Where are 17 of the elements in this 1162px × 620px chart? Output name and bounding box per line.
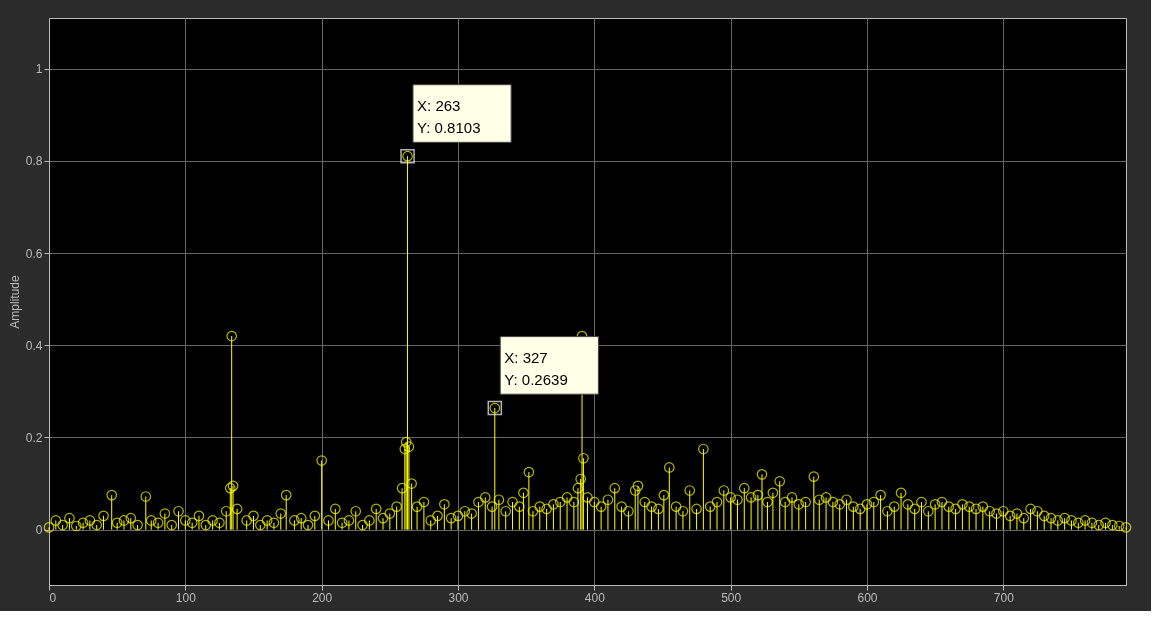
annotation: X: 263 Y: 0.8103	[417, 97, 481, 137]
x-tick-label: 0	[49, 590, 57, 605]
x-tick-label: 700	[993, 590, 1015, 605]
x-tick-label: 200	[312, 590, 333, 605]
x-tick-label: 300	[448, 590, 469, 605]
y-tick-label: 0.8	[25, 154, 43, 169]
y-axis-title: Amplitude	[7, 275, 22, 329]
x-tick-label: 600	[857, 590, 878, 605]
x-tick-label: 100	[175, 590, 197, 605]
y-tick-label: 0	[35, 523, 43, 538]
y-tick-label: 0.6	[25, 246, 43, 261]
x-tick-label: 400	[584, 590, 606, 605]
y-tick-label: 1	[35, 62, 43, 77]
x-tick-label: 500	[721, 590, 742, 605]
y-tick-label: 0.4	[25, 338, 43, 353]
y-tick-label: 0.2	[25, 430, 43, 445]
annotation: X: 327 Y: 0.2639	[504, 349, 568, 389]
